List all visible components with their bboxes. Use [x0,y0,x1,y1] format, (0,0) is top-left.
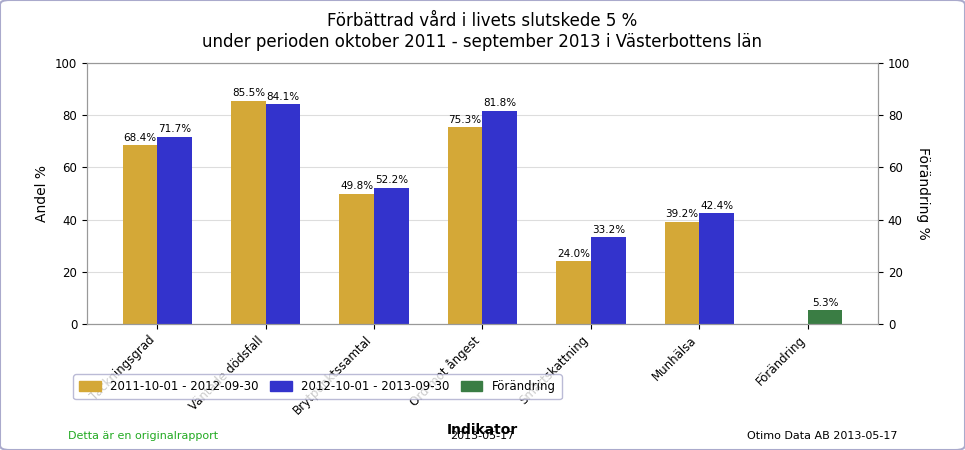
Bar [265,104,300,324]
Text: 42.4%: 42.4% [700,201,733,211]
Bar [340,194,374,324]
Bar [700,213,734,324]
Bar [123,145,157,324]
Text: 81.8%: 81.8% [483,98,516,108]
Text: 68.4%: 68.4% [124,133,156,143]
Y-axis label: Förändring %: Förändring % [916,147,929,240]
Bar [591,237,625,324]
Text: 39.2%: 39.2% [666,209,699,219]
Bar [482,111,517,324]
Text: 24.0%: 24.0% [557,249,590,259]
Text: 49.8%: 49.8% [341,181,373,191]
Y-axis label: Andel %: Andel % [36,165,49,222]
Text: Detta är en originalrapport: Detta är en originalrapport [68,431,218,441]
Bar [231,101,265,324]
Bar [157,137,192,324]
Bar [808,310,842,324]
Text: 71.7%: 71.7% [158,124,191,134]
Bar [665,222,700,324]
X-axis label: Indikator: Indikator [447,423,518,437]
Text: 85.5%: 85.5% [232,88,265,98]
Text: 84.1%: 84.1% [266,92,299,102]
Bar [448,127,482,324]
Text: 75.3%: 75.3% [449,115,482,125]
Text: 33.2%: 33.2% [592,225,624,235]
Bar [556,261,591,324]
Title: Förbättrad vård i livets slutskede 5 %
under perioden oktober 2011 - september 2: Förbättrad vård i livets slutskede 5 % u… [203,12,762,51]
Text: Otimo Data AB 2013-05-17: Otimo Data AB 2013-05-17 [747,431,897,441]
Text: 2013-05-17: 2013-05-17 [451,431,514,441]
Text: 5.3%: 5.3% [812,297,839,307]
Bar [374,188,409,324]
Legend: 2011-10-01 - 2012-09-30, 2012-10-01 - 2013-09-30, Förändring: 2011-10-01 - 2012-09-30, 2012-10-01 - 20… [73,374,562,399]
Text: 52.2%: 52.2% [374,175,408,185]
